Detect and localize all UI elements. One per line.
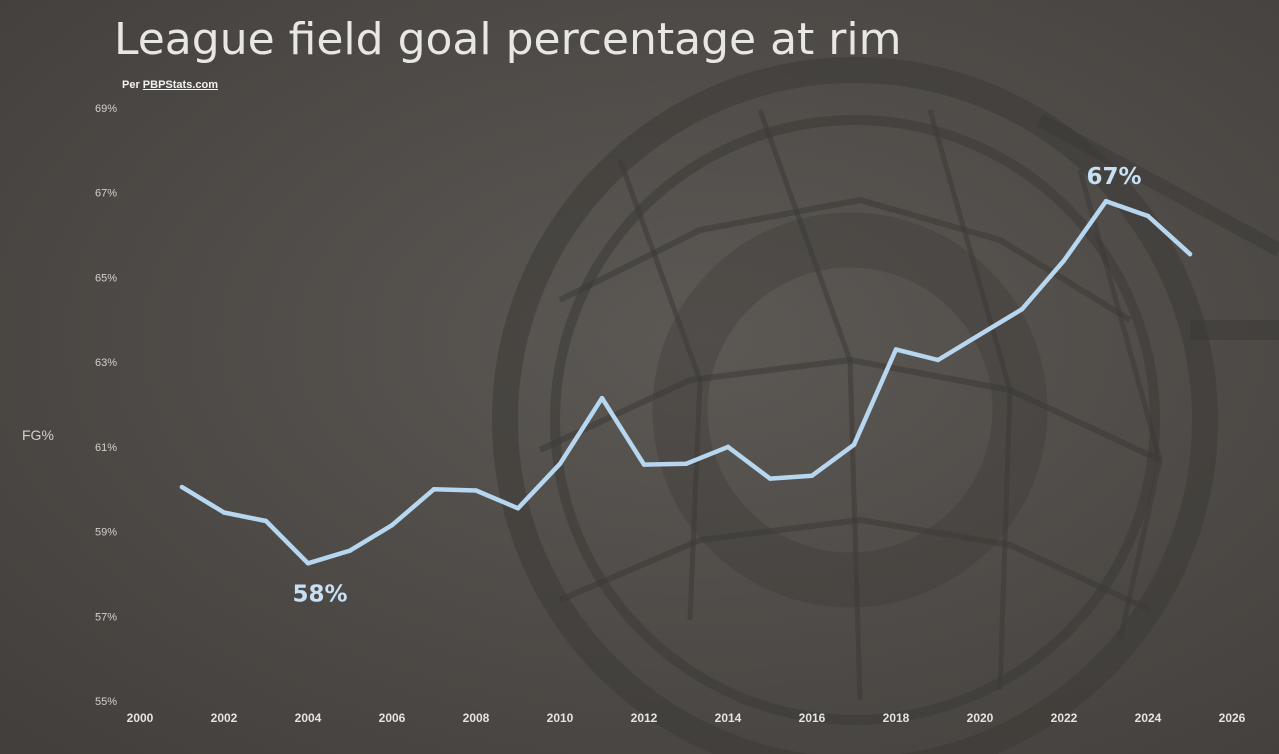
y-tick-label: 67% bbox=[95, 188, 117, 200]
data-annotation: 58% bbox=[292, 581, 347, 607]
data-point bbox=[977, 332, 983, 337]
data-point bbox=[347, 548, 353, 553]
data-point bbox=[851, 442, 857, 447]
x-tick-label: 2004 bbox=[295, 711, 322, 725]
data-point bbox=[1103, 198, 1109, 204]
data-point bbox=[767, 476, 773, 481]
data-point bbox=[893, 347, 899, 352]
y-axis-label: FG% bbox=[22, 427, 54, 443]
data-point bbox=[179, 484, 185, 490]
data-point bbox=[725, 444, 731, 450]
x-tick-label: 2010 bbox=[547, 711, 574, 725]
data-annotation: 67% bbox=[1086, 164, 1141, 190]
x-axis-ticks: 2000 2002 2004 2006 2008 2010 2012 2014 2016 2018… bbox=[127, 711, 1246, 725]
x-tick-label: 2024 bbox=[1135, 711, 1162, 725]
chart-title: League field goal percentage at rim bbox=[114, 14, 902, 65]
x-tick-label: 2018 bbox=[883, 711, 910, 725]
y-tick-label: 61% bbox=[95, 442, 117, 454]
data-point bbox=[305, 561, 311, 566]
data-point bbox=[683, 461, 689, 466]
x-tick-label: 2022 bbox=[1051, 711, 1078, 725]
data-point bbox=[221, 510, 227, 515]
y-tick-label: 65% bbox=[95, 272, 117, 284]
x-tick-label: 2012 bbox=[631, 711, 658, 725]
data-point bbox=[1145, 213, 1151, 219]
y-tick-label: 59% bbox=[95, 527, 117, 539]
data-point bbox=[935, 357, 941, 363]
series-line bbox=[179, 198, 1193, 566]
data-point bbox=[389, 523, 395, 528]
data-point bbox=[1019, 306, 1025, 312]
data-point bbox=[1061, 258, 1067, 263]
x-tick-label: 2008 bbox=[463, 711, 490, 725]
x-tick-label: 2006 bbox=[379, 711, 406, 725]
data-point bbox=[1187, 251, 1193, 257]
data-point bbox=[263, 518, 269, 524]
data-point bbox=[473, 488, 479, 493]
x-tick-label: 2000 bbox=[127, 711, 154, 725]
y-axis-ticks: 55% 57% 59% 61% 63% 65% 67% 69% bbox=[95, 103, 117, 708]
data-point bbox=[557, 461, 563, 466]
data-point bbox=[641, 462, 647, 467]
annotations: 58% 67% bbox=[292, 164, 1141, 607]
data-point bbox=[515, 506, 521, 511]
source-link[interactable]: PBPStats.com bbox=[142, 79, 218, 91]
y-tick-label: 69% bbox=[95, 103, 117, 115]
data-point bbox=[809, 473, 815, 478]
source-prefix: Per bbox=[122, 79, 143, 91]
fg-series bbox=[179, 198, 1193, 566]
y-tick-label: 57% bbox=[95, 611, 117, 623]
x-tick-label: 2026 bbox=[1219, 711, 1246, 725]
x-tick-label: 2002 bbox=[211, 711, 238, 725]
y-tick-label: 63% bbox=[95, 357, 117, 369]
data-point bbox=[431, 487, 437, 492]
data-point bbox=[599, 395, 605, 401]
x-tick-label: 2014 bbox=[715, 711, 742, 725]
x-tick-label: 2020 bbox=[967, 711, 994, 725]
x-tick-label: 2016 bbox=[799, 711, 826, 725]
chart-source: Per PBPStats.com bbox=[122, 79, 218, 91]
y-tick-label: 55% bbox=[95, 696, 117, 708]
